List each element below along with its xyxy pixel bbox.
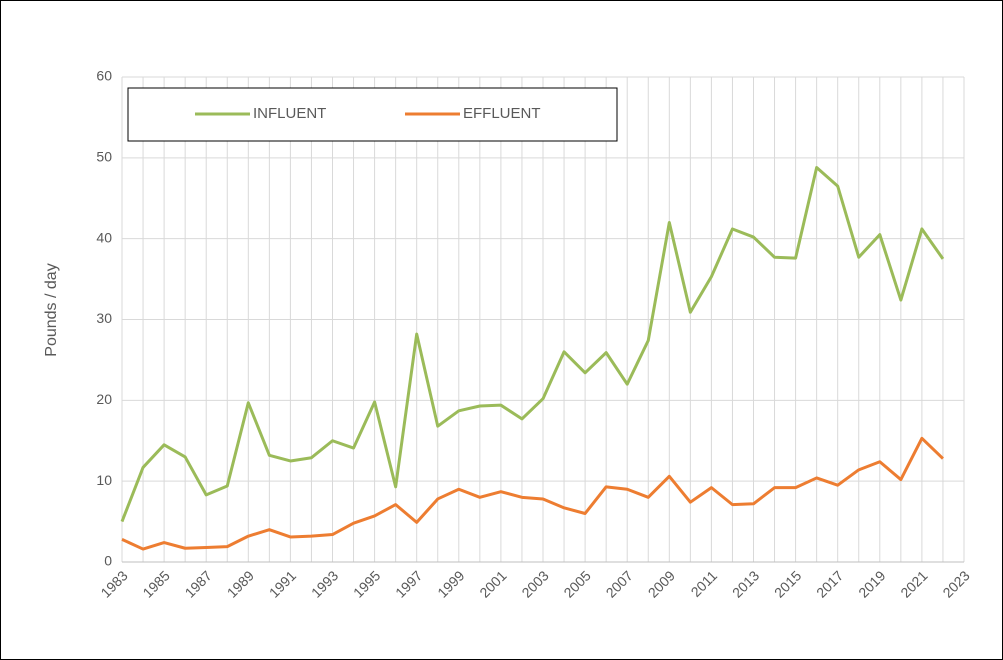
y-tick-label: 60: [96, 68, 112, 84]
y-tick-label: 40: [96, 229, 112, 245]
y-tick-label: 50: [96, 149, 112, 165]
y-tick-label: 30: [96, 310, 112, 326]
legend-label: EFFLUENT: [463, 105, 541, 122]
y-tick-label: 0: [104, 553, 112, 569]
y-axis-label: Pounds / day: [43, 263, 60, 356]
series-line: [121, 436, 944, 551]
y-tick-label: 10: [96, 472, 112, 488]
y-tick-label: 20: [96, 391, 112, 407]
legend-label: INFLUENT: [253, 105, 326, 122]
series-line: [120, 166, 945, 523]
